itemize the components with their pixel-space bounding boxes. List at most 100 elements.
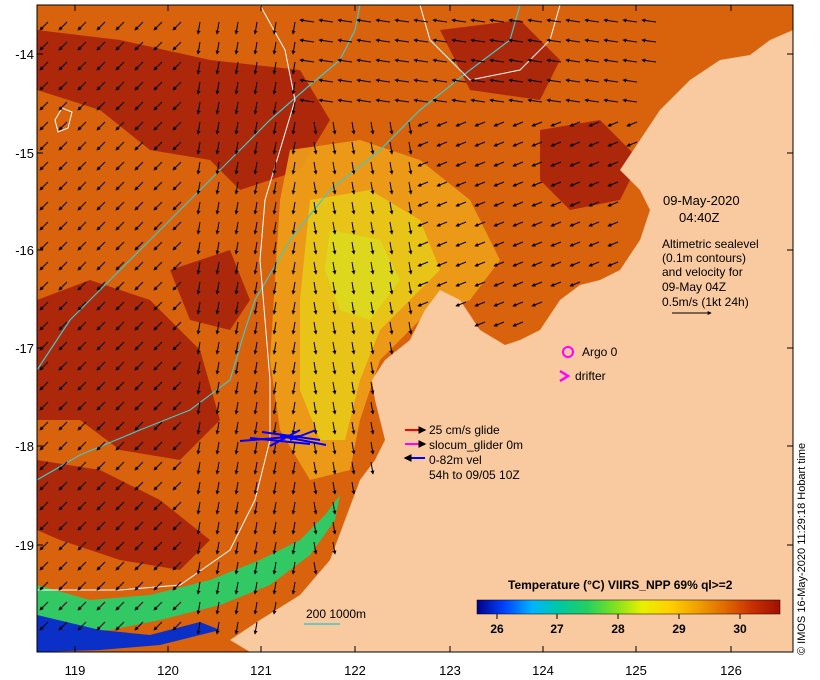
velocity-arrow [215, 301, 220, 315]
velocity-arrow [153, 181, 163, 191]
velocity-arrow [58, 541, 68, 551]
velocity-arrow [96, 161, 106, 171]
lat-tick-label: -19 [15, 538, 34, 553]
velocity-arrow [234, 541, 239, 555]
velocity-arrow [493, 321, 505, 327]
velocity-arrow [291, 501, 296, 515]
altimetry-note-line: 0.5m/s (1kt 24h) [662, 295, 749, 309]
velocity-arrow [351, 261, 356, 275]
velocity-arrow [408, 141, 413, 155]
velocity-arrow [291, 301, 296, 315]
velocity-arrow [115, 221, 125, 231]
velocity-arrow [39, 541, 49, 551]
velocity-arrow [77, 421, 87, 431]
velocity-arrow [436, 221, 448, 227]
velocity-arrow [115, 521, 125, 531]
velocity-arrow [234, 181, 239, 195]
velocity-arrow [470, 98, 486, 103]
velocity-arrow [115, 341, 125, 351]
velocity-arrow [77, 381, 87, 391]
velocity-arrow [584, 98, 600, 103]
velocity-arrow [332, 541, 337, 555]
velocity-arrow [603, 98, 619, 103]
velocity-arrow [531, 241, 543, 247]
velocity-arrow [134, 101, 144, 111]
velocity-arrow [436, 281, 448, 287]
velocity-arrow [417, 241, 429, 247]
velocity-arrow [96, 561, 106, 571]
lon-tick-label: 125 [625, 663, 647, 678]
velocity-arrow [196, 361, 201, 375]
velocity-arrow [172, 21, 182, 31]
velocity-arrow [234, 341, 239, 355]
colorbar-tick-label: 28 [611, 622, 625, 636]
velocity-arrow [215, 481, 220, 495]
velocity-arrow [39, 201, 49, 211]
velocity-arrow [313, 241, 318, 255]
velocity-arrow [153, 381, 163, 391]
velocity-arrow [291, 81, 296, 95]
velocity-arrow [58, 161, 68, 171]
colorbar-tick-label: 30 [733, 622, 747, 636]
velocity-arrow [489, 58, 505, 63]
velocity-arrow [272, 161, 277, 175]
velocity-arrow [313, 341, 318, 355]
velocity-arrow [550, 141, 562, 147]
velocity-arrow [622, 18, 638, 23]
velocity-arrow [134, 81, 144, 91]
velocity-arrow [370, 181, 375, 195]
bathy-label: 200 1000m [306, 607, 367, 621]
velocity-arrow [215, 581, 220, 595]
velocity-arrow [607, 261, 619, 267]
velocity-arrow [115, 501, 125, 511]
argo-marker[interactable] [562, 346, 574, 358]
velocity-arrow [291, 421, 296, 435]
velocity-arrow [531, 121, 543, 127]
velocity-arrow [332, 421, 337, 435]
velocity-arrow [332, 381, 337, 395]
velocity-arrow [493, 221, 505, 227]
velocity-arrow [58, 141, 68, 151]
velocity-arrow [234, 141, 239, 155]
velocity-arrow [417, 161, 429, 167]
velocity-arrow [318, 98, 334, 103]
velocity-arrow [234, 501, 239, 515]
velocity-arrow [493, 201, 505, 207]
velocity-arrow [115, 621, 125, 631]
velocity-arrow [58, 381, 68, 391]
velocity-arrow [58, 521, 68, 531]
velocity-arrow [96, 61, 106, 71]
velocity-arrow [603, 18, 619, 23]
velocity-arrow [134, 181, 144, 191]
colorbar-tick-label: 26 [490, 622, 504, 636]
velocity-arrow [134, 321, 144, 331]
velocity-arrow [153, 601, 163, 611]
velocity-arrow [291, 221, 296, 235]
velocity-arrow [115, 441, 125, 451]
velocity-arrow [153, 221, 163, 231]
velocity-arrow [332, 261, 337, 275]
velocity-arrow [253, 601, 258, 615]
velocity-arrow [39, 141, 49, 151]
velocity-arrow [408, 321, 413, 335]
velocity-arrow [512, 281, 524, 287]
velocity-arrow [550, 121, 562, 127]
velocity-arrow [313, 361, 318, 375]
velocity-arrow [115, 141, 125, 151]
velocity-arrow [313, 321, 318, 335]
lat-tick-label: -14 [15, 47, 34, 62]
velocity-arrow [512, 121, 524, 127]
altimetry-note-line: (0.1m contours) [662, 251, 747, 265]
velocity-arrow [39, 21, 49, 31]
velocity-arrow [215, 601, 220, 615]
velocity-arrow [351, 281, 356, 295]
velocity-arrow [332, 121, 337, 135]
velocity-arrow [58, 581, 68, 591]
drifter-marker[interactable] [559, 369, 571, 383]
velocity-arrow [39, 241, 49, 251]
velocity-arrow [172, 541, 182, 551]
velocity-arrow [291, 561, 296, 575]
velocity-arrow [291, 521, 296, 535]
velocity-arrow [512, 321, 524, 327]
lon-tick-label: 126 [720, 663, 742, 678]
